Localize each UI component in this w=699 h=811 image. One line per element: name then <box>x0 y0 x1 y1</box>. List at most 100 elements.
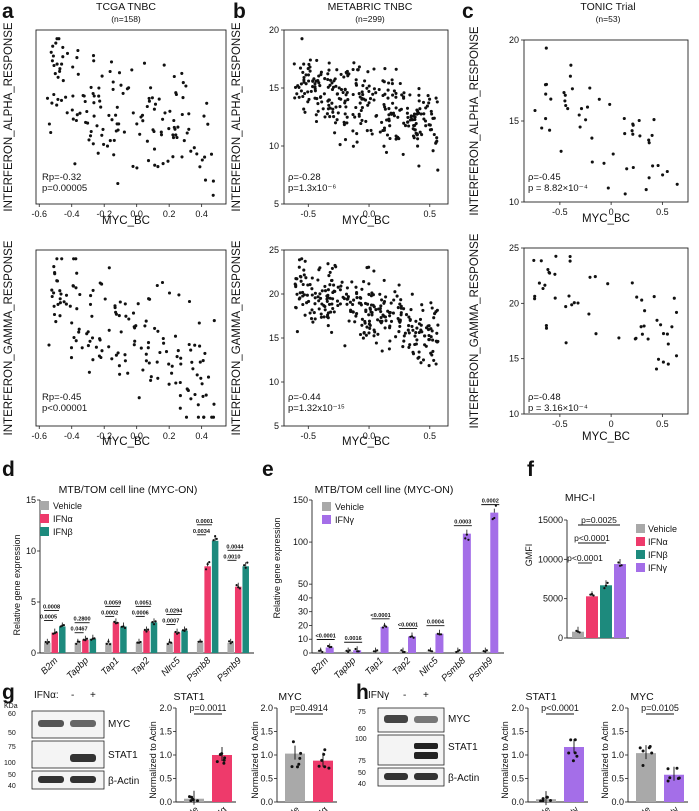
data-point <box>546 267 550 272</box>
replicate-point <box>208 561 211 564</box>
data-point <box>391 93 395 97</box>
replicate-point <box>549 799 552 802</box>
replicate-point <box>228 640 231 643</box>
data-point <box>391 101 395 105</box>
bar-IFNβ <box>181 630 188 653</box>
data-point <box>193 392 197 397</box>
data-point <box>543 283 547 287</box>
data-point <box>112 153 116 157</box>
data-point <box>416 144 420 148</box>
data-point <box>389 319 394 323</box>
data-point <box>124 314 128 318</box>
replicate-point <box>666 779 670 783</box>
legend-f: Vehicle IFNα IFNβ IFNγ <box>636 524 677 573</box>
data-point <box>167 127 171 131</box>
replicate-point <box>123 626 127 630</box>
y-tick-label: 0.5 <box>260 774 273 784</box>
data-point <box>640 332 644 336</box>
data-point <box>62 300 66 304</box>
replicate-point <box>206 563 209 566</box>
x-tick-label: 0.5 <box>424 431 437 441</box>
blot-g-kda-5: 50 <box>8 772 16 779</box>
replicate-point <box>113 620 116 624</box>
replicate-point <box>152 623 156 626</box>
data-point <box>354 285 358 289</box>
data-point <box>158 350 162 355</box>
blot-h-kda-5: 50 <box>358 770 366 777</box>
data-point <box>408 343 412 347</box>
data-point <box>83 99 87 104</box>
data-point <box>419 112 423 116</box>
data-point <box>568 74 572 78</box>
data-point <box>385 133 390 137</box>
data-point <box>354 314 358 318</box>
data-point <box>103 297 107 301</box>
data-point <box>322 92 326 96</box>
data-point <box>306 100 310 104</box>
data-point <box>398 108 402 112</box>
data-point <box>427 364 431 368</box>
category-label: Tap1 <box>99 655 121 677</box>
data-point <box>382 301 386 305</box>
data-point <box>193 343 197 347</box>
data-point <box>554 254 558 258</box>
data-point <box>56 97 60 101</box>
data-point <box>314 113 318 117</box>
replicate-point <box>322 752 326 756</box>
legend-d-vehicle: Vehicle <box>53 501 82 511</box>
data-point <box>326 262 330 266</box>
data-point <box>382 278 386 282</box>
data-point <box>70 108 74 112</box>
data-point <box>408 118 412 122</box>
data-point <box>89 294 93 298</box>
legend-f-swatch-ifna <box>636 537 645 546</box>
scatter-c-top: -0.5 0 0.5 10 15 20 MYC_BC INTERFERON_ALPHA_RES… <box>469 26 689 225</box>
data-point <box>203 351 207 355</box>
data-point <box>421 308 425 312</box>
data-point <box>328 270 332 274</box>
replicate-point <box>456 650 459 653</box>
data-point <box>323 115 327 119</box>
data-point <box>351 129 355 133</box>
data-point <box>360 287 364 291</box>
replicate-point <box>400 649 403 652</box>
data-point <box>331 107 335 111</box>
data-point <box>349 308 353 312</box>
data-point <box>311 85 315 89</box>
data-point <box>318 95 323 99</box>
data-point <box>47 122 51 126</box>
data-point <box>179 362 183 366</box>
data-point <box>379 315 383 320</box>
data-point <box>327 274 331 278</box>
data-point <box>415 133 419 137</box>
plot-frame <box>283 29 449 205</box>
data-point <box>345 286 349 290</box>
bar-chart-h-myc: 0.0 0.5 1.0 1.5 2.0 Vehicle IFNγ p=0.0105 <box>611 703 688 811</box>
replicate-point <box>641 749 645 753</box>
p-value-label: 0.0294 <box>165 609 183 615</box>
data-point <box>344 105 348 109</box>
data-point <box>331 110 335 114</box>
p-value-label: <0.0001 <box>316 633 336 639</box>
data-point <box>58 289 62 293</box>
data-point <box>378 130 382 134</box>
data-point <box>185 131 189 135</box>
replicate-point <box>93 637 96 640</box>
data-point <box>407 124 411 128</box>
data-point <box>380 298 384 302</box>
data-point <box>424 124 428 128</box>
panel-h-stat1-title: STAT1 <box>525 691 556 703</box>
replicate-point <box>321 650 324 654</box>
data-point <box>107 328 111 332</box>
data-point <box>49 130 53 135</box>
data-point <box>301 302 305 307</box>
bar-Vehicle <box>105 642 112 653</box>
y-tick-label: 1.5 <box>511 727 524 737</box>
data-point <box>172 118 176 123</box>
data-point <box>212 319 216 323</box>
blot-h-kda-3: 100 <box>355 736 367 743</box>
data-point <box>306 283 310 287</box>
data-point <box>307 79 311 83</box>
data-point <box>146 341 151 345</box>
p-value-label: <0.0001 <box>370 613 390 619</box>
